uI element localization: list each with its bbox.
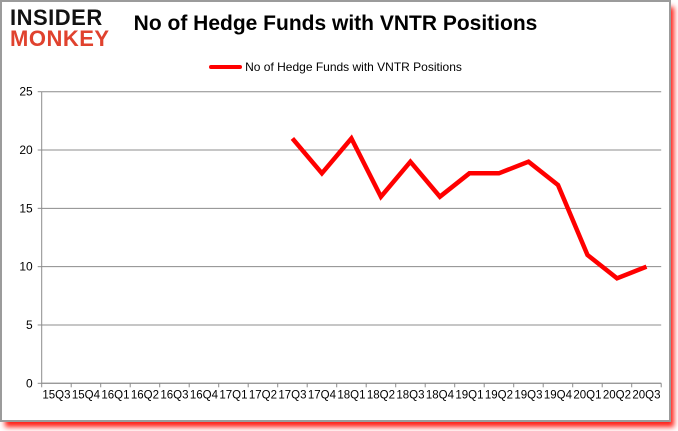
legend-label: No of Hedge Funds with VNTR Positions <box>245 60 462 74</box>
y-tick-label: 25 <box>19 85 33 99</box>
x-tick-label: 17Q1 <box>219 389 247 401</box>
y-tick-label: 10 <box>19 260 33 274</box>
x-tick-label: 20Q1 <box>573 389 601 401</box>
x-tick-label: 18Q1 <box>337 389 365 401</box>
data-series-line <box>290 134 648 281</box>
y-tick-label: 5 <box>26 318 33 332</box>
chart-title: No of Hedge Funds with VNTR Positions <box>133 12 538 35</box>
x-tick-label: 19Q3 <box>514 389 542 401</box>
x-tick-label: 16Q4 <box>190 389 219 401</box>
x-tick-label: 18Q3 <box>396 389 424 401</box>
legend-line-marker <box>209 65 243 69</box>
y-tick-label: 0 <box>26 376 33 390</box>
chart-legend: No of Hedge Funds with VNTR Positions <box>2 60 669 74</box>
x-tick-label: 20Q2 <box>603 389 631 401</box>
x-tick-label: 19Q1 <box>455 389 483 401</box>
x-tick-label: 18Q2 <box>367 389 395 401</box>
x-tick-label: 15Q3 <box>42 389 70 401</box>
x-tick-label: 19Q2 <box>485 389 513 401</box>
y-tick-label: 15 <box>19 201 33 215</box>
x-tick-label: 16Q1 <box>101 389 129 401</box>
x-tick-label: 17Q4 <box>308 389 337 401</box>
insider-monkey-logo: INSIDER MONKEY <box>10 5 110 51</box>
logo-text-monkey: MONKEY <box>10 26 110 51</box>
x-tick-label: 15Q4 <box>72 389 101 401</box>
y-tick-label: 20 <box>19 143 33 157</box>
logo-text-insider: INSIDER <box>10 5 103 30</box>
x-tick-label: 20Q3 <box>632 389 660 401</box>
x-tick-label: 16Q2 <box>131 389 159 401</box>
chart-frame: INSIDER MONKEY No of Hedge Funds with VN… <box>0 0 671 422</box>
x-tick-label: 17Q3 <box>278 389 306 401</box>
x-tick-label: 17Q2 <box>249 389 277 401</box>
x-tick-label: 18Q4 <box>426 389 455 401</box>
x-tick-label: 16Q3 <box>160 389 188 401</box>
x-tick-label: 19Q4 <box>544 389 573 401</box>
